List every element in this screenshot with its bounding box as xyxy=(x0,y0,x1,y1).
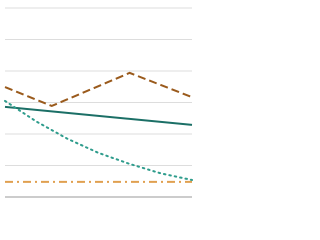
chart xyxy=(4,7,193,198)
data-line xyxy=(4,71,193,108)
data-line xyxy=(4,105,193,126)
data-line xyxy=(4,99,193,181)
page: (() => { const data = JSON.parse(documen… xyxy=(4,7,193,198)
